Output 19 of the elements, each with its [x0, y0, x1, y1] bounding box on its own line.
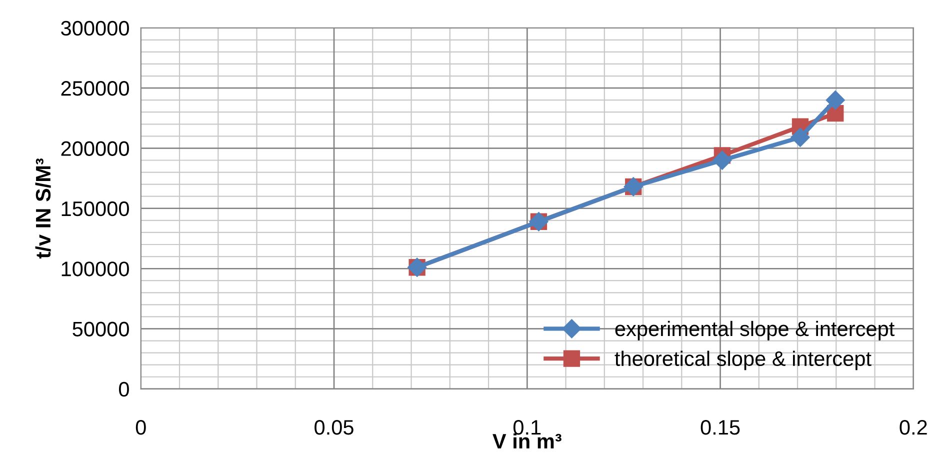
x-tick-label: 0.05: [314, 420, 354, 435]
legend-label: theoretical slope & intercept: [614, 350, 872, 370]
legend-label: experimental slope & intercept: [615, 320, 895, 340]
y-tick-label: 150000: [62, 201, 129, 216]
point: [790, 128, 810, 147]
x-tick-label: 0.1: [513, 420, 541, 435]
y-tick-label: 100000: [62, 262, 129, 276]
y-axis-title: t/v IN S/M³: [35, 158, 51, 258]
x-tick-label: 0: [136, 420, 146, 435]
y-tick-label: 250000: [61, 81, 129, 96]
x-tick-label: 0.2: [900, 420, 927, 435]
y-tick-label: 0: [119, 382, 129, 397]
x-axis-title: V in m³: [492, 433, 562, 448]
y-tick-label: 200000: [61, 141, 129, 156]
y-tick-label: 300000: [61, 20, 129, 36]
point: [826, 90, 845, 110]
x-tick-label: 0.15: [700, 420, 740, 435]
y-tick-label: 50000: [72, 322, 129, 336]
point: [712, 150, 732, 170]
